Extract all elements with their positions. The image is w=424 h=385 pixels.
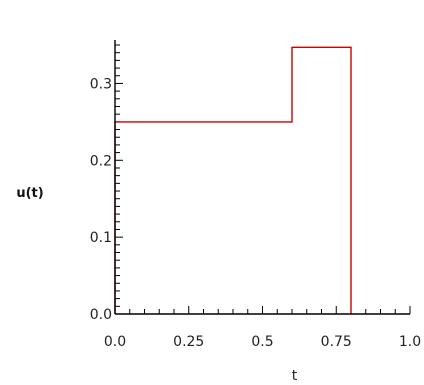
y-tick-label: 0.2 (90, 153, 112, 169)
y-tick-label: 0.0 (90, 307, 112, 323)
series-line (114, 46, 352, 314)
y-axis-label: u(t) (16, 186, 43, 201)
series-layer (114, 46, 352, 314)
x-tick-label: 0.25 (173, 334, 204, 350)
x-axis-ticks: 0.0 0.25 0.5 0.75 1.0 (104, 306, 421, 350)
x-tick-label: 0.0 (104, 334, 126, 350)
y-tick-label: 0.1 (90, 230, 112, 246)
x-tick-label: 0.75 (321, 334, 352, 350)
x-tick-label: 1.0 (399, 334, 421, 350)
x-tick-label: 0.5 (251, 334, 273, 350)
y-axis-ticks: 0.0 0.1 0.2 0.3 (90, 44, 123, 323)
y-tick-label: 0.3 (90, 76, 112, 92)
x-axis-label: t (292, 368, 298, 384)
